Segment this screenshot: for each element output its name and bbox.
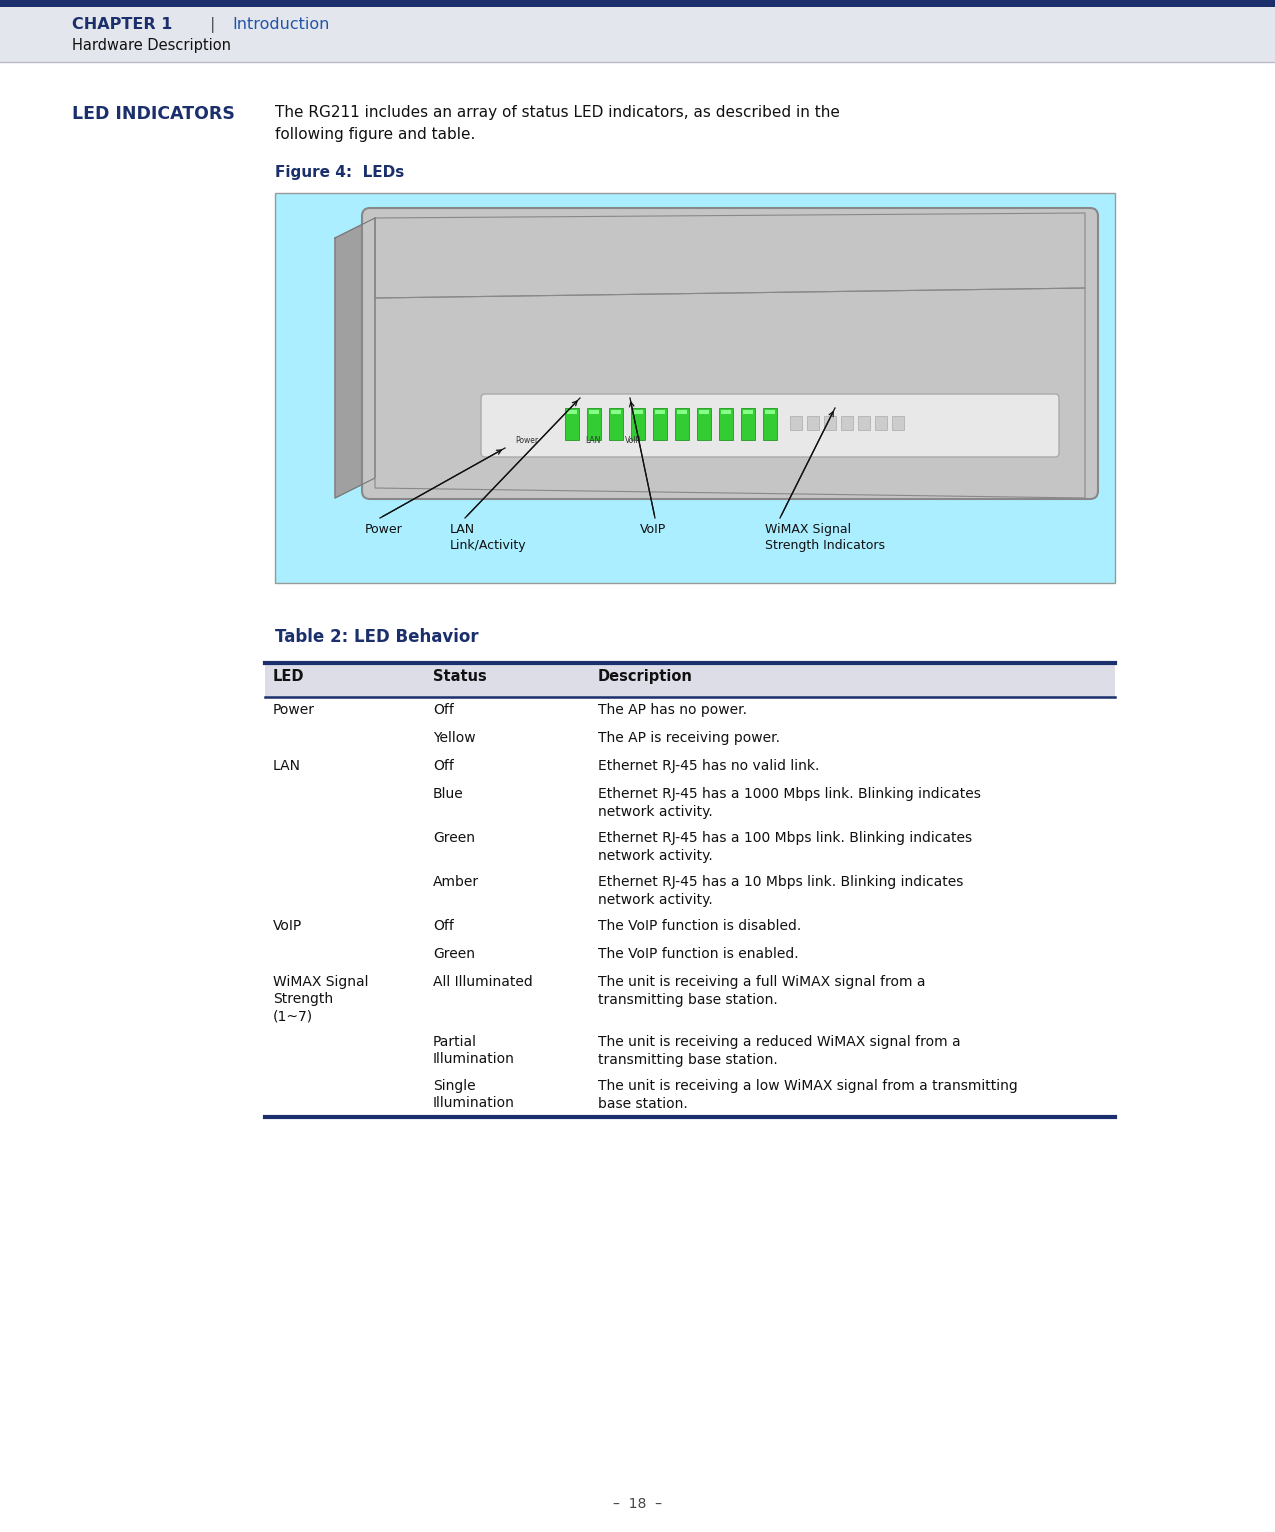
Bar bbox=[609, 408, 623, 440]
Bar bbox=[655, 411, 666, 414]
Text: –  18  –: – 18 – bbox=[613, 1497, 662, 1511]
Bar bbox=[632, 411, 643, 414]
Bar bbox=[586, 408, 601, 440]
Bar bbox=[875, 417, 887, 430]
Text: VoIP: VoIP bbox=[625, 437, 641, 444]
Text: Table 2: LED Behavior: Table 2: LED Behavior bbox=[275, 628, 478, 647]
Bar bbox=[565, 408, 579, 440]
Bar bbox=[611, 411, 621, 414]
FancyBboxPatch shape bbox=[362, 208, 1098, 499]
Bar bbox=[674, 408, 688, 440]
Bar bbox=[720, 411, 731, 414]
Text: Power: Power bbox=[365, 522, 403, 536]
Text: LAN: LAN bbox=[585, 437, 601, 444]
Bar bbox=[275, 193, 1116, 584]
Bar bbox=[741, 408, 755, 440]
Text: Hardware Description: Hardware Description bbox=[71, 38, 231, 54]
Bar bbox=[762, 408, 776, 440]
Polygon shape bbox=[375, 288, 1085, 498]
Bar bbox=[824, 417, 836, 430]
Bar bbox=[765, 411, 775, 414]
Text: Description: Description bbox=[598, 669, 692, 683]
Text: The unit is receiving a reduced WiMAX signal from a
transmitting base station.: The unit is receiving a reduced WiMAX si… bbox=[598, 1036, 960, 1066]
Text: VoIP: VoIP bbox=[640, 522, 667, 536]
Text: CHAPTER 1: CHAPTER 1 bbox=[71, 17, 172, 32]
Text: The AP has no power.: The AP has no power. bbox=[598, 703, 747, 717]
Text: All Illuminated: All Illuminated bbox=[434, 974, 533, 990]
Bar bbox=[743, 411, 754, 414]
Bar bbox=[697, 408, 711, 440]
Bar bbox=[719, 408, 733, 440]
Text: Green: Green bbox=[434, 830, 476, 846]
Text: Off: Off bbox=[434, 919, 454, 933]
Text: Ethernet RJ-45 has a 10 Mbps link. Blinking indicates
network activity.: Ethernet RJ-45 has a 10 Mbps link. Blink… bbox=[598, 875, 964, 907]
Bar bbox=[807, 417, 819, 430]
Bar bbox=[858, 417, 870, 430]
Text: The unit is receiving a low WiMAX signal from a transmitting
base station.: The unit is receiving a low WiMAX signal… bbox=[598, 1079, 1017, 1111]
Text: Amber: Amber bbox=[434, 875, 479, 889]
Text: Ethernet RJ-45 has a 100 Mbps link. Blinking indicates
network activity.: Ethernet RJ-45 has a 100 Mbps link. Blin… bbox=[598, 830, 972, 863]
Text: Partial
Illumination: Partial Illumination bbox=[434, 1036, 515, 1066]
Text: The VoIP function is disabled.: The VoIP function is disabled. bbox=[598, 919, 801, 933]
Text: Ethernet RJ-45 has no valid link.: Ethernet RJ-45 has no valid link. bbox=[598, 758, 820, 774]
Text: LED: LED bbox=[273, 669, 305, 683]
Text: |: | bbox=[210, 17, 215, 34]
Text: Power: Power bbox=[273, 703, 315, 717]
Polygon shape bbox=[335, 218, 375, 498]
Text: Status: Status bbox=[434, 669, 487, 683]
Text: LAN: LAN bbox=[273, 758, 301, 774]
Text: Green: Green bbox=[434, 947, 476, 961]
Text: The RG211 includes an array of status LED indicators, as described in the: The RG211 includes an array of status LE… bbox=[275, 106, 840, 119]
Bar bbox=[265, 663, 1116, 697]
Text: WiMAX Signal
Strength
(1~7): WiMAX Signal Strength (1~7) bbox=[273, 974, 368, 1023]
Bar bbox=[842, 417, 853, 430]
Bar bbox=[677, 411, 687, 414]
Text: Single
Illumination: Single Illumination bbox=[434, 1079, 515, 1111]
Bar bbox=[0, 0, 1275, 8]
Text: Off: Off bbox=[434, 758, 454, 774]
Text: LED INDICATORS: LED INDICATORS bbox=[71, 106, 235, 123]
Text: The unit is receiving a full WiMAX signal from a
transmitting base station.: The unit is receiving a full WiMAX signa… bbox=[598, 974, 926, 1007]
Bar bbox=[699, 411, 709, 414]
Text: Ethernet RJ-45 has a 1000 Mbps link. Blinking indicates
network activity.: Ethernet RJ-45 has a 1000 Mbps link. Bli… bbox=[598, 787, 980, 818]
Text: The AP is receiving power.: The AP is receiving power. bbox=[598, 731, 780, 745]
Text: Blue: Blue bbox=[434, 787, 464, 801]
Bar bbox=[567, 411, 578, 414]
Bar bbox=[790, 417, 802, 430]
Text: VoIP: VoIP bbox=[273, 919, 302, 933]
FancyBboxPatch shape bbox=[481, 394, 1060, 457]
Polygon shape bbox=[375, 213, 1085, 299]
Text: WiMAX Signal
Strength Indicators: WiMAX Signal Strength Indicators bbox=[765, 522, 885, 552]
Text: Figure 4:  LEDs: Figure 4: LEDs bbox=[275, 165, 404, 179]
Text: following figure and table.: following figure and table. bbox=[275, 127, 476, 142]
Text: Introduction: Introduction bbox=[232, 17, 329, 32]
Bar bbox=[0, 8, 1275, 61]
Bar bbox=[589, 411, 599, 414]
Text: The VoIP function is enabled.: The VoIP function is enabled. bbox=[598, 947, 798, 961]
Text: Yellow: Yellow bbox=[434, 731, 476, 745]
Bar bbox=[653, 408, 667, 440]
Text: Power: Power bbox=[515, 437, 538, 444]
Text: LAN
Link/Activity: LAN Link/Activity bbox=[450, 522, 527, 552]
Bar bbox=[631, 408, 645, 440]
Text: Off: Off bbox=[434, 703, 454, 717]
Bar bbox=[892, 417, 904, 430]
